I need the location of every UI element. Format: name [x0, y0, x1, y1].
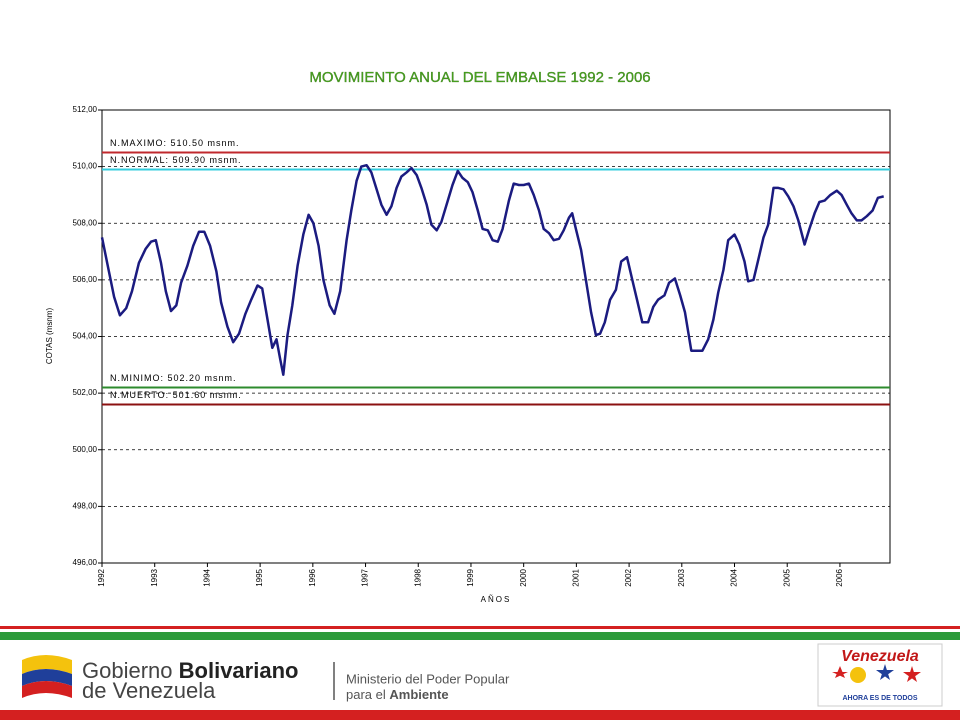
plot: 496,00 498,00 500,00 502,00 504,00 506,00 508,… [73, 105, 891, 587]
y-tick-label: 496,00 [73, 558, 98, 567]
y-tick-label: 506,00 [73, 275, 98, 284]
x-tick-label: 1993 [150, 568, 159, 586]
slogan: AHORA ES DE TODOS [842, 695, 917, 702]
ministry-text: Ambiente [389, 687, 448, 702]
y-tick-label: 504,00 [73, 332, 98, 341]
y-tick-label: 500,00 [73, 445, 98, 454]
y-tick-label: 498,00 [73, 501, 98, 510]
x-tick-label: 1997 [361, 568, 370, 586]
gov-text: de Venezuela [82, 678, 216, 703]
x-tick-label: 2003 [677, 568, 686, 586]
reference-label: N.MINIMO: 502.20 msnm. [110, 373, 237, 383]
x-tick-label: 1996 [308, 568, 317, 586]
x-tick-label: 2006 [835, 568, 844, 586]
x-axis-label: AÑOS [481, 595, 512, 604]
x-tick-label: 2000 [519, 568, 528, 586]
reference-label: N.NORMAL: 509.90 msnm. [110, 155, 242, 165]
reference-label: N.MAXIMO: 510.50 msnm. [110, 138, 240, 148]
gov-text: Gobierno Bolivariano [82, 658, 298, 683]
y-tick-label: 502,00 [73, 388, 98, 397]
footer: Gobierno Bolivariano de Venezuela Minist… [0, 626, 960, 720]
y-tick-label: 512,00 [73, 105, 98, 114]
y-tick-label: 510,00 [73, 162, 98, 171]
y-axis-label: COTAS (msnm) [45, 308, 54, 365]
ministry-text: para el [346, 687, 386, 702]
footer-stripe [0, 632, 960, 640]
y-tick-label: 508,00 [73, 218, 98, 227]
x-tick-label: 2004 [730, 568, 739, 586]
ministry-text: Ministerio del Poder Popular [346, 671, 510, 686]
x-tick-label: 2001 [571, 568, 580, 586]
x-tick-label: 2005 [782, 568, 791, 586]
x-tick-label: 1998 [413, 568, 422, 586]
plot-area [101, 109, 891, 564]
data-line [100, 163, 884, 376]
x-tick-label: 1999 [466, 568, 475, 586]
ministry-text: para el Ambiente [346, 687, 449, 702]
brand: Venezuela [841, 648, 919, 665]
gov-logo [22, 655, 72, 698]
gov-text: Gobierno [82, 658, 173, 683]
x-tick-label: 2002 [624, 568, 633, 586]
chart-title: MOVIMIENTO ANUAL DEL EMBALSE 1992 - 2006 [309, 69, 650, 86]
footer-stripe [0, 626, 960, 629]
reference-label: N.MUERTO: 501.60 msnm. [110, 390, 242, 400]
x-tick-label: 1994 [203, 568, 212, 586]
x-tick-label: 1992 [97, 568, 106, 586]
gov-text: Bolivariano [179, 658, 299, 683]
footer-stripe [0, 710, 960, 720]
x-tick-label: 1995 [255, 568, 264, 586]
